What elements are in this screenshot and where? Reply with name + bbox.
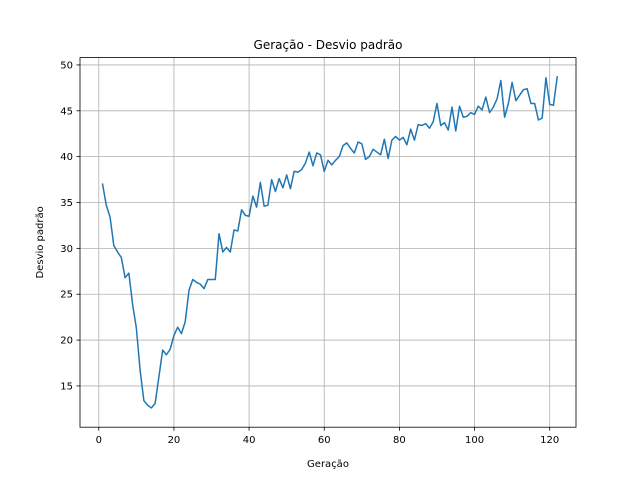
x-tick-label: 100 — [465, 435, 484, 446]
series-line — [101, 76, 559, 409]
chart-title: Geração - Desvio padrão — [254, 38, 403, 52]
x-tick-label: 80 — [393, 435, 406, 446]
y-tick-label: 45 — [60, 106, 73, 117]
y-tick-label: 25 — [60, 290, 73, 301]
y-axis-title: Desvio padrão — [35, 206, 46, 278]
y-tick-label: 15 — [60, 381, 73, 392]
plot-frame — [79, 57, 577, 428]
series-layer — [101, 76, 559, 409]
y-tick-label: 20 — [60, 336, 73, 347]
x-axis-title: Geração — [307, 459, 349, 470]
x-tick-label: 60 — [318, 435, 331, 446]
grid — [80, 57, 576, 428]
ticks: 0 20 40 60 80 100 120 15 20 25 30 35 40 45 50 — [60, 60, 559, 446]
x-tick-label: 0 — [96, 435, 102, 446]
x-tick-label: 40 — [243, 435, 256, 446]
y-tick-label: 30 — [60, 244, 73, 255]
y-tick-label: 50 — [60, 60, 73, 71]
y-tick-label: 40 — [60, 152, 73, 163]
x-tick-label: 20 — [168, 435, 181, 446]
x-tick-label: 120 — [540, 435, 559, 446]
y-tick-label: 35 — [60, 198, 73, 209]
